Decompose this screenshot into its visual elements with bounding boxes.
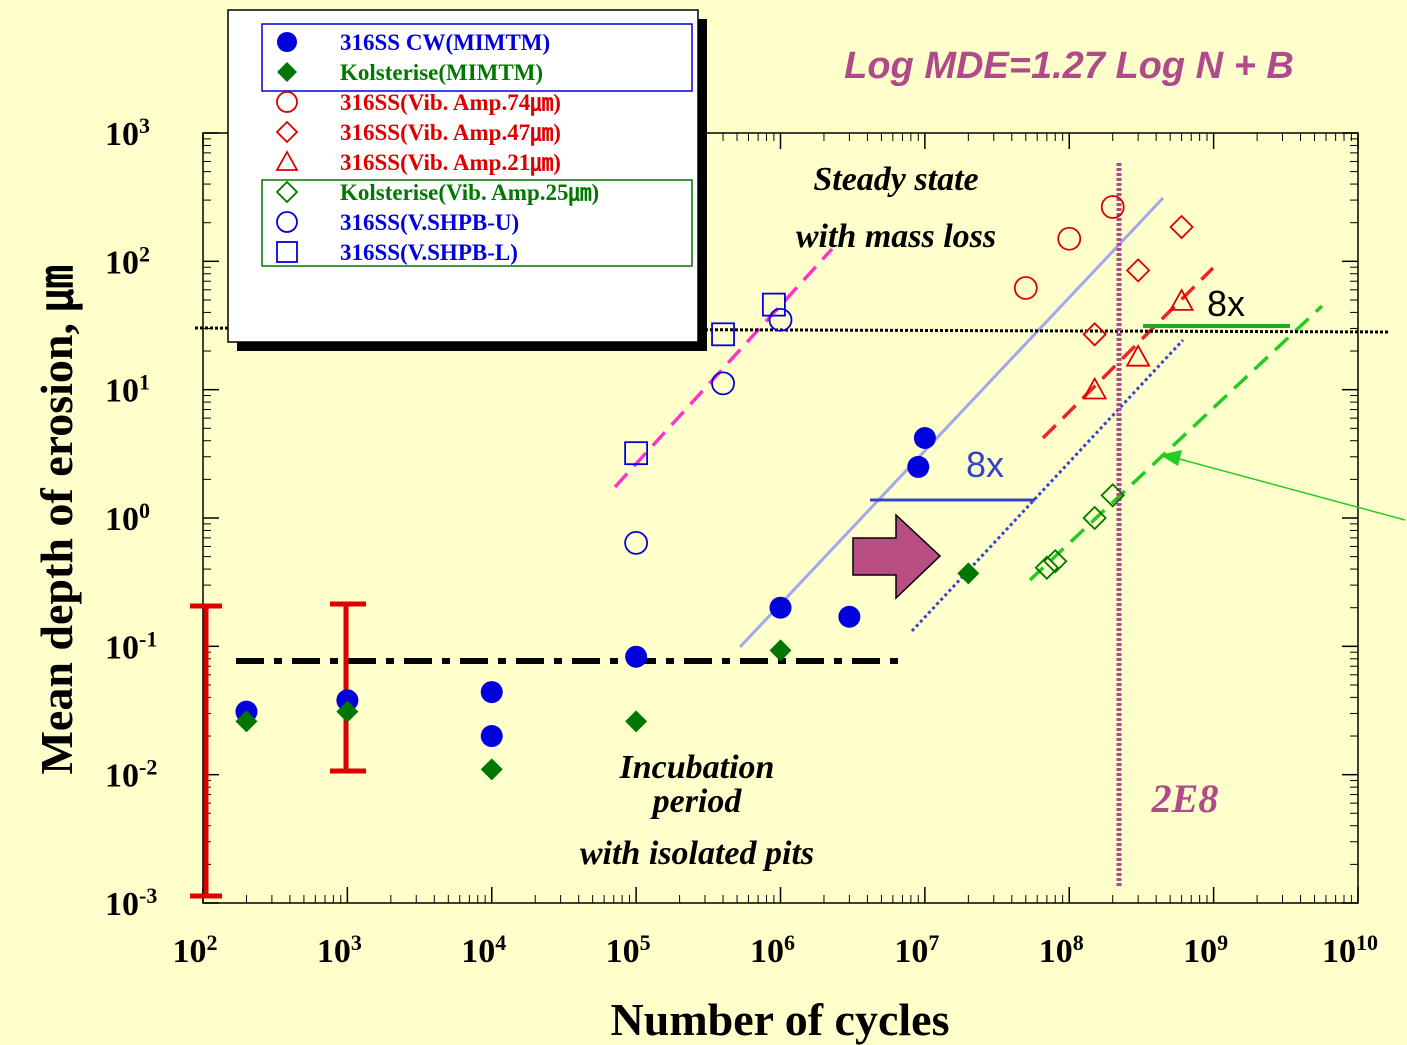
data-point-s6 bbox=[712, 372, 734, 394]
x-tick-label: 102 bbox=[173, 930, 218, 970]
vline-label: 2E8 bbox=[1151, 776, 1219, 821]
vib-kolsterise-trend-line bbox=[1030, 306, 1322, 580]
legend: 316SS CW(MIMTM) Kolsterise(MIMTM) 316SS(Vi… bbox=[228, 10, 707, 351]
y-tick-label: 101 bbox=[105, 370, 150, 410]
incubation-line3: with isolated pits bbox=[580, 835, 814, 872]
legend-label-3: 316SS(Vib. Amp.47㎛) bbox=[340, 120, 561, 146]
mimtm-kolsterise-trend-line bbox=[912, 340, 1183, 631]
data-point-s6 bbox=[625, 532, 647, 554]
x-tick-label: 105 bbox=[606, 930, 651, 970]
pointer-line bbox=[1172, 457, 1405, 520]
data-point-s1 bbox=[957, 562, 979, 584]
data-point-s0 bbox=[481, 681, 503, 703]
steady-state-line2: with mass loss bbox=[796, 218, 996, 255]
data-point-s2 bbox=[1058, 228, 1080, 250]
vib-316ss-trend-line bbox=[1043, 268, 1213, 438]
legend-label-6: 316SS(V.SHPB-U) bbox=[340, 210, 519, 235]
equation-text: Log MDE=1.27 Log N + B bbox=[844, 45, 1294, 87]
y-tick-label: 102 bbox=[105, 241, 150, 281]
data-point-s0 bbox=[770, 597, 792, 619]
factor-label-black: 8x bbox=[1207, 283, 1245, 324]
legend-label-7: 316SS(V.SHPB-L) bbox=[340, 240, 518, 265]
error-bar-1 bbox=[190, 606, 222, 896]
legend-marker-0 bbox=[277, 32, 297, 52]
incubation-line1: Incubation bbox=[619, 749, 775, 786]
x-tick-label: 106 bbox=[750, 930, 795, 970]
error-bar-2 bbox=[330, 604, 366, 771]
data-point-s0 bbox=[481, 725, 503, 747]
data-point-s6 bbox=[770, 309, 792, 331]
steady-state-line1: Steady state bbox=[813, 161, 978, 198]
mimtm-316ss-trend-line bbox=[740, 198, 1163, 647]
data-point-s1 bbox=[625, 710, 647, 732]
legend-label-5: Kolsterise(Vib. Amp.25㎛) bbox=[340, 180, 599, 206]
x-tick-label: 103 bbox=[317, 930, 362, 970]
x-axis-title: Number of cycles bbox=[611, 994, 950, 1045]
data-point-s7 bbox=[712, 323, 734, 345]
x-tick-label: 107 bbox=[894, 930, 939, 970]
incubation-line2: period bbox=[650, 783, 743, 820]
pointer-arrowhead-icon bbox=[1160, 450, 1182, 466]
factor-label-blue: 8x bbox=[966, 444, 1004, 485]
y-tick-label: 103 bbox=[105, 113, 150, 153]
data-point-s3 bbox=[1171, 216, 1193, 238]
x-tick-label: 108 bbox=[1039, 930, 1084, 970]
legend-label-4: 316SS(Vib. Amp.21㎛) bbox=[340, 150, 561, 176]
data-point-s1 bbox=[770, 639, 792, 661]
y-tick-label: 100 bbox=[105, 498, 150, 538]
data-point-s0 bbox=[838, 606, 860, 628]
data-point-s1 bbox=[481, 758, 503, 780]
legend-label-1: Kolsterise(MIMTM) bbox=[340, 60, 543, 85]
y-tick-label: 10-2 bbox=[105, 755, 157, 795]
data-point-s0 bbox=[625, 646, 647, 668]
data-point-s0 bbox=[914, 427, 936, 449]
data-point-s3 bbox=[1127, 259, 1149, 281]
data-point-s2 bbox=[1102, 196, 1124, 218]
data-point-s3 bbox=[1084, 323, 1106, 345]
x-tick-label: 1010 bbox=[1322, 930, 1378, 970]
y-tick-label: 10-3 bbox=[105, 883, 157, 923]
x-tick-label: 104 bbox=[461, 930, 506, 970]
y-tick-label: 10-1 bbox=[105, 626, 157, 666]
x-tick-label: 109 bbox=[1183, 930, 1228, 970]
data-point-s5 bbox=[1036, 557, 1058, 579]
data-point-s2 bbox=[1015, 277, 1037, 299]
legend-label-2: 316SS(Vib. Amp.74㎛) bbox=[340, 90, 561, 116]
y-tick-labels: 103 102 101 100 10-1 10-2 10-3 bbox=[105, 113, 157, 923]
legend-label-0: 316SS CW(MIMTM) bbox=[340, 30, 550, 55]
data-point-s0 bbox=[907, 456, 929, 478]
data-point-s5 bbox=[1044, 550, 1066, 572]
block-arrow-icon bbox=[853, 515, 940, 598]
y-axis-title: Mean depth of erosion, ㎛ bbox=[31, 266, 84, 775]
x-tick-labels: 102 103 104 105 106 107 108 109 1010 bbox=[173, 930, 1379, 970]
